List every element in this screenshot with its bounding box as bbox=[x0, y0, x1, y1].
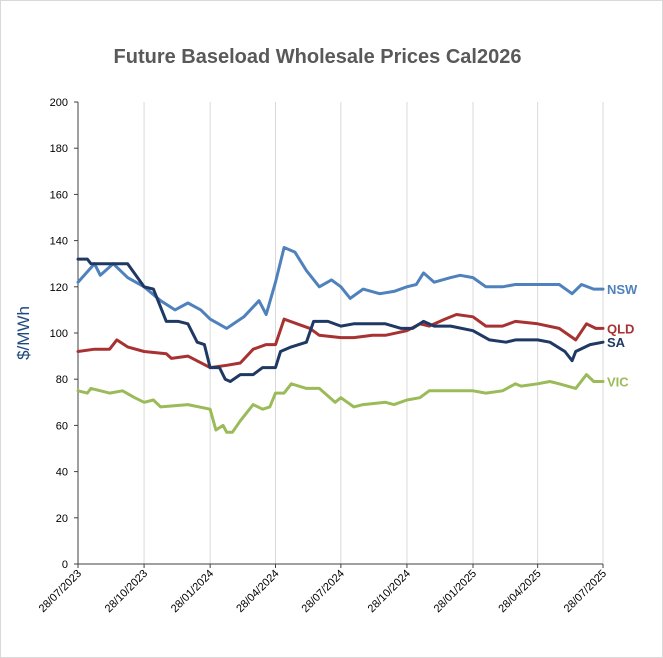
y-tick-labels: 0 20 40 60 80 100 120 140 160 180 200 bbox=[50, 97, 68, 571]
x-tick-label: 28/10/2023 bbox=[103, 568, 150, 615]
x-tick-label: 28/10/2024 bbox=[366, 568, 413, 615]
x-tick-label: 28/07/2023 bbox=[37, 568, 84, 615]
x-tick-labels: 28/07/2023 28/10/2023 28/01/2024 28/04/2024… bbox=[37, 568, 609, 615]
y-tick-label: 180 bbox=[50, 143, 68, 155]
series-label-vic: VIC bbox=[607, 375, 629, 390]
y-axis-label: $/MWh bbox=[14, 306, 33, 360]
y-tick-label: 20 bbox=[56, 513, 68, 525]
series-line-sa bbox=[76, 257, 605, 383]
series-line-vic bbox=[76, 373, 605, 434]
x-tick-label: 28/04/2024 bbox=[234, 568, 281, 615]
y-tick-label: 80 bbox=[56, 374, 68, 386]
series-label-nsw: NSW bbox=[607, 282, 638, 297]
chart-title: Future Baseload Wholesale Prices Cal2026 bbox=[113, 46, 522, 68]
y-tick-label: 0 bbox=[62, 559, 68, 571]
series-label-qld: QLD bbox=[607, 321, 634, 336]
series-lines bbox=[76, 246, 605, 434]
series-label-sa: SA bbox=[607, 335, 626, 350]
axes bbox=[74, 101, 604, 568]
series-line-nsw bbox=[76, 246, 605, 330]
series-line-qld bbox=[76, 313, 605, 370]
y-tick-label: 120 bbox=[50, 282, 68, 294]
y-tick-label: 160 bbox=[50, 189, 68, 201]
x-tick-label: 28/07/2025 bbox=[562, 568, 609, 615]
y-tick-label: 200 bbox=[50, 97, 68, 109]
x-tick-label: 28/01/2024 bbox=[169, 568, 216, 615]
y-tick-label: 40 bbox=[56, 467, 68, 479]
y-tick-label: 100 bbox=[50, 328, 68, 340]
grid-lines bbox=[77, 102, 604, 564]
y-tick-label: 60 bbox=[56, 420, 68, 432]
y-tick-label: 140 bbox=[50, 236, 68, 248]
x-tick-label: 28/01/2025 bbox=[432, 568, 479, 615]
x-tick-label: 28/07/2024 bbox=[300, 568, 347, 615]
x-tick-label: 28/04/2025 bbox=[496, 568, 543, 615]
